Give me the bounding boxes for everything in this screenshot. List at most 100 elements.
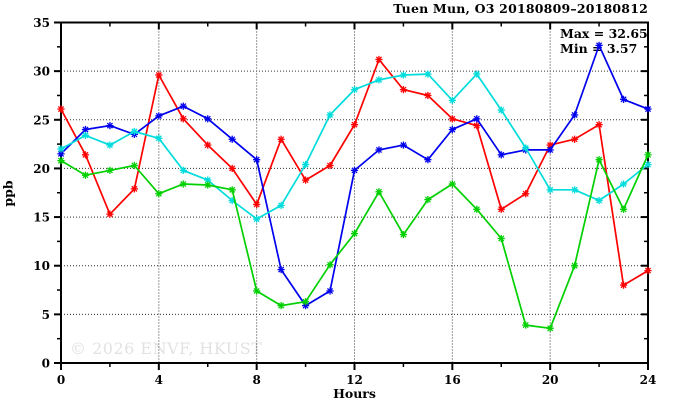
data-point-marker-red bbox=[473, 122, 481, 130]
data-point-marker-red bbox=[399, 86, 408, 94]
data-point-marker-cyan bbox=[326, 111, 334, 119]
x-tick-label: 16 bbox=[444, 373, 461, 387]
data-point-marker-green bbox=[179, 180, 187, 188]
data-point-marker-red bbox=[326, 161, 334, 170]
data-point-marker-blue bbox=[644, 105, 652, 113]
y-tick-label: 25 bbox=[33, 113, 50, 127]
data-point-marker-green bbox=[546, 324, 554, 332]
data-point-marker-red bbox=[497, 205, 505, 213]
data-point-marker-green bbox=[473, 205, 481, 213]
data-point-marker-blue bbox=[546, 146, 554, 154]
data-point-marker-cyan bbox=[619, 180, 628, 188]
y-tick-label: 0 bbox=[42, 357, 50, 371]
data-point-marker-blue bbox=[155, 112, 163, 120]
data-point-marker-blue bbox=[326, 287, 334, 295]
data-point-marker-red bbox=[81, 151, 90, 159]
data-point-marker-blue bbox=[179, 102, 187, 110]
data-point-marker-cyan bbox=[81, 131, 90, 139]
y-tick-label: 15 bbox=[33, 211, 50, 225]
data-point-marker-blue bbox=[228, 135, 236, 143]
data-point-marker-blue bbox=[424, 156, 432, 164]
data-point-marker-blue bbox=[350, 166, 359, 174]
data-point-marker-red bbox=[277, 135, 285, 143]
x-tick-label: 4 bbox=[155, 373, 163, 387]
data-point-marker-blue bbox=[497, 151, 505, 159]
y-tick-label: 35 bbox=[33, 16, 50, 30]
data-point-marker-red bbox=[350, 121, 359, 129]
data-point-marker-cyan bbox=[424, 70, 432, 78]
data-point-marker-red bbox=[375, 55, 383, 64]
data-point-marker-cyan bbox=[155, 134, 163, 142]
x-tick-label: 20 bbox=[542, 373, 559, 387]
y-tick-label: 30 bbox=[33, 65, 50, 79]
x-tick-label: 24 bbox=[640, 373, 657, 387]
x-tick-label: 0 bbox=[57, 373, 65, 387]
data-point-marker-blue bbox=[375, 146, 383, 154]
data-point-marker-blue bbox=[399, 141, 408, 149]
data-point-marker-green bbox=[301, 298, 310, 306]
data-point-marker-cyan bbox=[204, 176, 212, 184]
data-point-marker-green bbox=[595, 156, 603, 164]
data-point-marker-cyan bbox=[350, 86, 359, 94]
data-point-marker-blue bbox=[106, 122, 114, 130]
data-point-marker-green bbox=[522, 321, 530, 329]
data-point-marker-green bbox=[571, 262, 579, 270]
data-point-marker-blue bbox=[448, 125, 456, 134]
data-point-marker-green bbox=[57, 157, 65, 165]
data-point-marker-cyan bbox=[448, 96, 456, 104]
data-point-marker-red bbox=[522, 190, 530, 198]
data-point-marker-blue bbox=[204, 115, 212, 123]
data-point-marker-blue bbox=[57, 150, 65, 158]
data-point-marker-blue bbox=[277, 266, 285, 274]
data-point-marker-green bbox=[619, 205, 628, 213]
data-point-marker-green bbox=[644, 151, 652, 159]
data-point-marker-cyan bbox=[399, 71, 408, 79]
data-point-marker-cyan bbox=[375, 76, 383, 84]
data-point-marker-green bbox=[106, 166, 114, 174]
data-point-marker-red bbox=[130, 185, 138, 193]
data-point-marker-green bbox=[326, 261, 334, 269]
data-point-marker-green bbox=[350, 230, 359, 238]
x-tick-label: 8 bbox=[252, 373, 260, 387]
data-point-marker-cyan bbox=[571, 186, 579, 194]
data-point-marker-red bbox=[155, 71, 163, 79]
data-point-marker-red bbox=[301, 176, 310, 184]
data-point-marker-green bbox=[130, 161, 138, 170]
data-point-marker-green bbox=[424, 195, 432, 204]
data-point-marker-red bbox=[619, 281, 628, 289]
data-point-marker-cyan bbox=[277, 201, 285, 209]
data-point-marker-red bbox=[228, 164, 236, 173]
data-point-marker-red bbox=[204, 141, 212, 149]
data-point-marker-red bbox=[106, 210, 114, 218]
data-point-marker-blue bbox=[619, 95, 628, 103]
data-point-marker-cyan bbox=[57, 145, 65, 153]
data-point-marker-green bbox=[399, 230, 408, 239]
data-point-marker-blue bbox=[473, 115, 481, 123]
data-point-marker-cyan bbox=[644, 160, 652, 169]
data-point-marker-green bbox=[155, 190, 163, 198]
data-point-marker-green bbox=[497, 234, 505, 243]
data-point-marker-green bbox=[448, 180, 456, 188]
data-point-marker-green bbox=[81, 171, 90, 179]
data-point-marker-green bbox=[204, 181, 212, 189]
data-point-marker-red bbox=[57, 105, 65, 113]
data-point-marker-cyan bbox=[473, 70, 481, 78]
data-point-marker-cyan bbox=[179, 166, 187, 174]
data-point-marker-cyan bbox=[595, 196, 603, 205]
x-tick-label: 12 bbox=[346, 373, 363, 387]
data-point-marker-blue bbox=[595, 41, 603, 49]
data-point-marker-green bbox=[277, 302, 285, 310]
data-point-marker-blue bbox=[253, 156, 261, 164]
data-point-marker-red bbox=[424, 91, 432, 100]
data-point-marker-cyan bbox=[497, 106, 505, 114]
x-axis-label: Hours bbox=[333, 386, 376, 401]
y-tick-label: 20 bbox=[33, 162, 50, 176]
copyright-watermark: © 2026 ENVF, HKUST bbox=[70, 339, 263, 358]
data-point-marker-red bbox=[448, 115, 456, 123]
data-point-marker-red bbox=[595, 121, 603, 129]
y-tick-label: 10 bbox=[33, 259, 50, 273]
data-point-marker-cyan bbox=[130, 127, 138, 136]
